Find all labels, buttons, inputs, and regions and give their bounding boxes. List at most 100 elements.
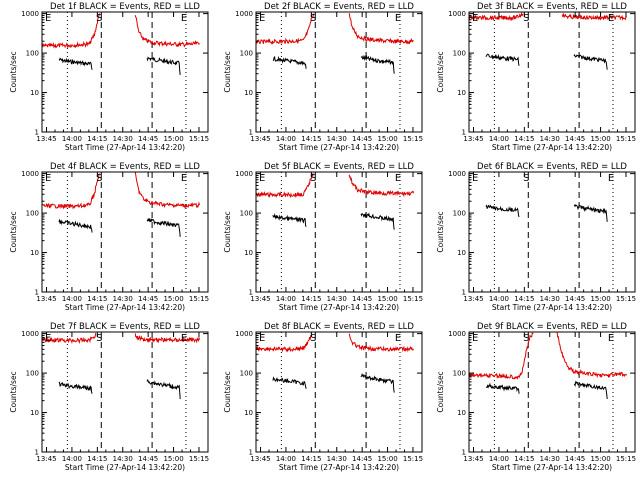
x-axis-label: Start Time (27-Apr-14 13:42:20) [492, 303, 612, 312]
x-axis-label: Start Time (27-Apr-14 13:42:20) [492, 463, 612, 472]
events-curve-segment [58, 57, 93, 70]
phase-marker-s: S [310, 173, 316, 184]
y-axis-label: Counts/sec [436, 211, 445, 252]
x-tick-label: 15:15 [616, 455, 636, 463]
phase-marker-e: E [259, 173, 265, 184]
series-group [469, 12, 627, 70]
detector-panel-3: Det 3f BLACK = Events, RED = LLD 13:45 14:… [436, 2, 636, 152]
y-tick-label: 1000 [235, 10, 253, 18]
y-tick-label: 1 [35, 129, 39, 137]
x-tick-label: 15:00 [377, 455, 397, 463]
phase-marker-e: E [395, 333, 401, 344]
phase-marker-e: E [472, 333, 478, 344]
phase-marker-s: S [96, 13, 102, 24]
y-tick-label: 10 [457, 409, 466, 417]
x-tick-label: 15:15 [403, 135, 423, 143]
x-tick-label: 14:30 [113, 135, 133, 143]
x-tick-label: 14:30 [540, 455, 560, 463]
phase-marker-e: E [608, 13, 614, 24]
events-curve-segment [58, 381, 93, 394]
x-tick-label: 13:45 [36, 135, 56, 143]
x-tick-label: 15:00 [590, 135, 610, 143]
x-tick-label: 15:15 [189, 295, 209, 303]
x-tick-label: 15:00 [163, 295, 183, 303]
plot-frame [468, 171, 636, 293]
x-tick-label: 14:30 [113, 295, 133, 303]
lld-curve-segment [42, 13, 101, 49]
lld-curve-segment [556, 332, 627, 379]
panel-title: Det 5f BLACK = Events, RED = LLD [264, 162, 414, 172]
x-tick-label: 14:30 [540, 135, 560, 143]
x-tick-label: 14:45 [565, 455, 585, 463]
y-tick-label: 10 [30, 409, 39, 417]
phase-marker-e: E [608, 333, 614, 344]
plot-frame [41, 331, 209, 453]
phase-marker-e: E [181, 13, 187, 24]
x-tick-label: 14:30 [327, 455, 347, 463]
y-tick-label: 1000 [448, 330, 466, 338]
detector-panel-6: Det 6f BLACK = Events, RED = LLD 13:45 14:… [436, 162, 636, 312]
x-tick-label: 15:15 [403, 295, 423, 303]
x-tick-label: 15:15 [189, 135, 209, 143]
plot-frame [255, 171, 423, 293]
x-tick-label: 13:45 [463, 135, 483, 143]
x-tick-label: 13:45 [36, 295, 56, 303]
x-tick-label: 15:15 [403, 455, 423, 463]
y-axis-label: Counts/sec [223, 371, 232, 412]
y-tick-label: 1000 [21, 170, 39, 178]
x-tick-label: 13:45 [36, 455, 56, 463]
x-tick-label: 14:45 [138, 135, 158, 143]
phase-marker-s: S [310, 333, 316, 344]
lld-curve-segment [134, 15, 200, 48]
series-group [256, 333, 414, 393]
series-group [42, 172, 200, 237]
y-tick-label: 1 [249, 129, 253, 137]
x-tick-label: 13:45 [463, 455, 483, 463]
y-tick-label: 1000 [21, 10, 39, 18]
phase-marker-e: E [45, 333, 51, 344]
y-tick-label: 10 [457, 89, 466, 97]
lld-curve-segment [469, 332, 534, 380]
y-axis-label: Counts/sec [436, 371, 445, 412]
x-tick-label: 13:45 [250, 295, 270, 303]
plot-frame [468, 11, 636, 133]
x-tick-label: 13:45 [250, 455, 270, 463]
y-tick-label: 1 [35, 449, 39, 457]
y-tick-label: 10 [30, 89, 39, 97]
events-curve-segment [573, 380, 608, 400]
y-tick-label: 100 [453, 50, 466, 58]
x-tick-label: 14:15 [514, 455, 534, 463]
y-tick-label: 1 [462, 289, 466, 297]
series-group [256, 13, 414, 74]
x-tick-label: 14:00 [489, 135, 509, 143]
y-tick-label: 100 [26, 370, 39, 378]
y-axis-label: Counts/sec [9, 371, 18, 412]
y-tick-label: 1000 [235, 330, 253, 338]
x-tick-label: 14:00 [489, 295, 509, 303]
plot-frame [41, 171, 209, 293]
y-axis-label: Counts/sec [223, 211, 232, 252]
events-curve-segment [272, 212, 307, 227]
x-axis-label: Start Time (27-Apr-14 13:42:20) [279, 303, 399, 312]
x-tick-label: 14:00 [489, 455, 509, 463]
x-tick-label: 14:15 [514, 295, 534, 303]
x-axis-label: Start Time (27-Apr-14 13:42:20) [279, 143, 399, 152]
series-group [256, 173, 414, 230]
x-tick-label: 14:15 [301, 455, 321, 463]
phase-marker-s: S [523, 333, 529, 344]
lld-curve-segment [134, 333, 200, 344]
events-curve-segment [146, 378, 181, 400]
events-curve-segment [146, 56, 181, 75]
y-tick-label: 100 [240, 370, 253, 378]
phase-marker-e: E [181, 333, 187, 344]
x-tick-label: 15:00 [163, 135, 183, 143]
x-tick-label: 14:15 [301, 295, 321, 303]
phase-marker-e: E [395, 173, 401, 184]
phase-marker-s: S [96, 333, 102, 344]
phase-marker-e: E [395, 13, 401, 24]
phase-marker-e: E [181, 173, 187, 184]
phase-marker-e: E [472, 13, 478, 24]
phase-marker-e: E [259, 333, 265, 344]
x-tick-label: 15:00 [377, 295, 397, 303]
series-group [42, 332, 200, 400]
